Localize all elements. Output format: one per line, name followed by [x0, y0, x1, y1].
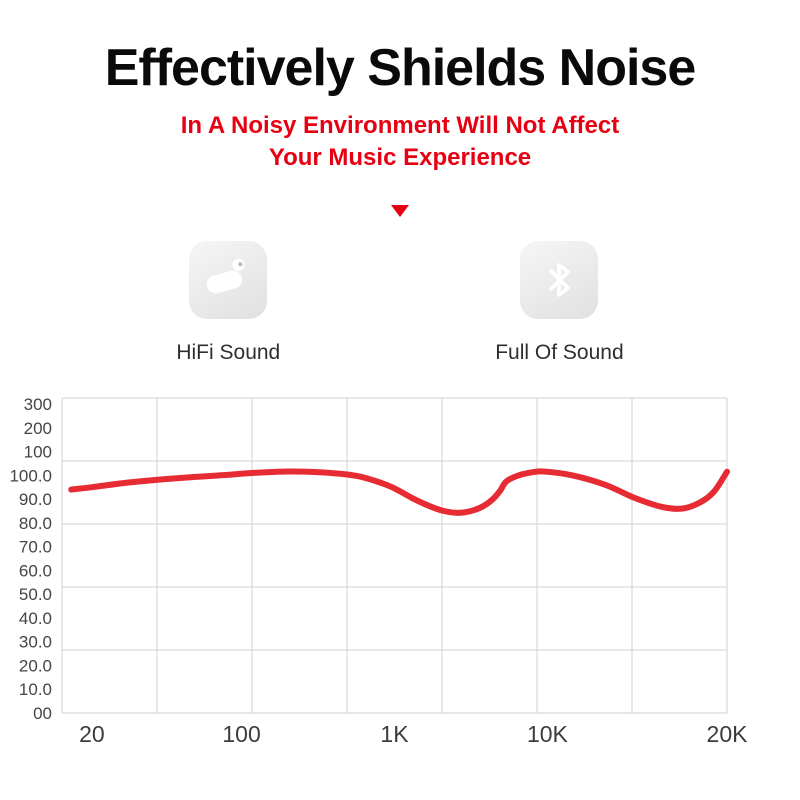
subtitle-line-1: In A Noisy Environment Will Not Affect: [180, 112, 620, 139]
svg-text:20.0: 20.0: [19, 656, 52, 675]
svg-text:100.0: 100.0: [9, 466, 52, 485]
svg-text:1K: 1K: [380, 721, 409, 747]
svg-text:90.0: 90.0: [19, 490, 52, 509]
chart-section: 300 200 100 100.0 90.0 80.0 70.0 60.0 50.0 40.0 30…: [0, 390, 800, 770]
earbud-icon: [206, 258, 245, 294]
subtitle-line-2: Your Music Experience: [268, 144, 532, 172]
svg-text:100: 100: [222, 721, 260, 747]
svg-text:300: 300: [24, 395, 52, 414]
page-title: Effectively Shields Noise: [104, 39, 697, 97]
page-subtitle: In A Noisy Environment Will Not Affect Y…: [0, 110, 800, 175]
svg-text:100: 100: [24, 443, 52, 462]
svg-text:70.0: 70.0: [19, 538, 52, 557]
bluetooth-icon: [549, 262, 571, 297]
svg-text:80.0: 80.0: [19, 514, 52, 533]
svg-text:20K: 20K: [707, 721, 749, 747]
down-triangle-icon: [391, 204, 409, 217]
feature-card: [520, 240, 599, 319]
svg-text:50.0: 50.0: [19, 585, 52, 604]
svg-text:00: 00: [33, 704, 52, 723]
svg-text:20: 20: [79, 721, 105, 747]
svg-text:200: 200: [24, 419, 52, 438]
svg-text:40.0: 40.0: [19, 609, 52, 628]
svg-text:60.0: 60.0: [19, 561, 52, 580]
svg-text:10K: 10K: [527, 721, 569, 747]
feature-hifi-sound: HiFi Sound: [176, 240, 281, 365]
svg-text:30.0: 30.0: [19, 633, 52, 652]
svg-text:10.0: 10.0: [19, 680, 52, 699]
feature-label: Full Of Sound: [495, 340, 624, 364]
feature-label: HiFi Sound: [176, 340, 281, 364]
frequency-response-chart: 300 200 100 100.0 90.0 80.0 70.0 60.0 50.0 40.0 30…: [9, 395, 749, 747]
feature-row: HiFi Sound Full Of Sound: [0, 240, 800, 365]
feature-card: [189, 240, 268, 319]
feature-full-of-sound: Full Of Sound: [495, 240, 624, 365]
